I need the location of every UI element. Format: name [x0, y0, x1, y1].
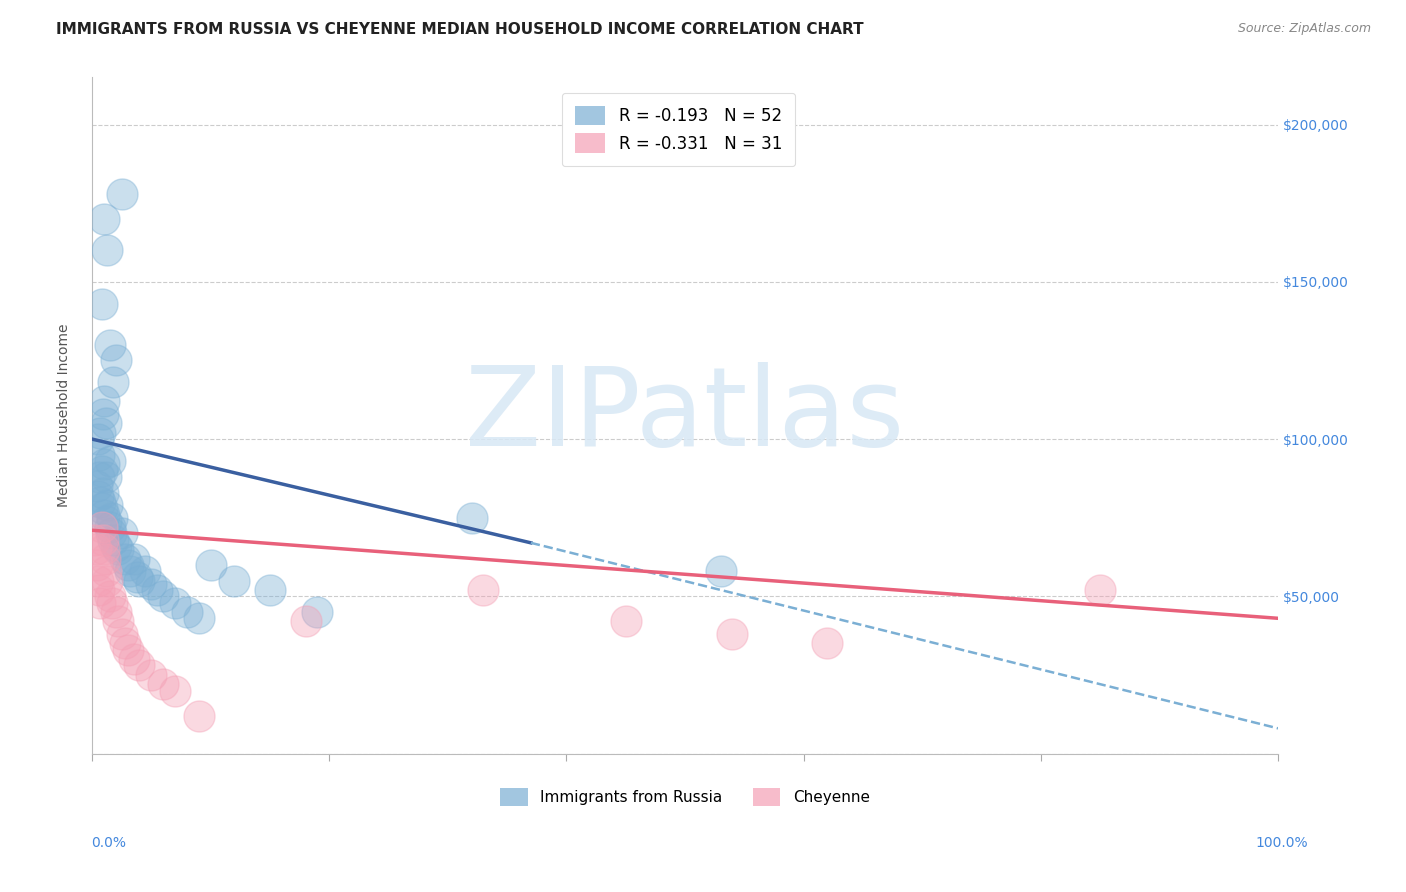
Point — [152, 677, 174, 691]
Point — [86, 479, 108, 493]
Point — [815, 636, 838, 650]
Text: ZIPatlas: ZIPatlas — [465, 362, 904, 469]
Point — [472, 582, 495, 597]
Point — [89, 425, 111, 440]
Point — [1088, 582, 1111, 597]
Point — [83, 533, 105, 547]
Point — [93, 457, 115, 471]
Point — [460, 510, 482, 524]
Point — [93, 394, 115, 409]
Text: Source: ZipAtlas.com: Source: ZipAtlas.com — [1237, 22, 1371, 36]
Legend: Immigrants from Russia, Cheyenne: Immigrants from Russia, Cheyenne — [492, 780, 877, 814]
Point — [93, 508, 115, 522]
Point — [90, 501, 112, 516]
Point — [98, 454, 121, 468]
Point — [118, 564, 141, 578]
Point — [90, 463, 112, 477]
Point — [187, 708, 209, 723]
Point — [90, 297, 112, 311]
Point — [91, 533, 114, 547]
Point — [98, 337, 121, 351]
Point — [141, 668, 163, 682]
Point — [104, 539, 127, 553]
Point — [91, 485, 114, 500]
Point — [141, 576, 163, 591]
Point — [224, 574, 246, 588]
Point — [87, 574, 110, 588]
Point — [128, 574, 150, 588]
Point — [93, 542, 115, 557]
Point — [94, 551, 117, 566]
Point — [96, 574, 118, 588]
Point — [146, 582, 169, 597]
Point — [128, 658, 150, 673]
Point — [117, 642, 139, 657]
Point — [176, 605, 198, 619]
Point — [98, 520, 121, 534]
Point — [98, 589, 121, 603]
Point — [107, 542, 129, 557]
Y-axis label: Median Household Income: Median Household Income — [58, 324, 72, 508]
Point — [86, 558, 108, 572]
Point — [89, 495, 111, 509]
Point — [103, 533, 125, 547]
Point — [96, 470, 118, 484]
Point — [96, 514, 118, 528]
Point — [89, 596, 111, 610]
Point — [710, 564, 733, 578]
Point — [84, 542, 107, 557]
Point — [111, 526, 134, 541]
Point — [89, 470, 111, 484]
Point — [122, 652, 145, 666]
Point — [114, 551, 136, 566]
Point — [101, 510, 124, 524]
Point — [163, 596, 186, 610]
Point — [122, 551, 145, 566]
Point — [200, 558, 222, 572]
Point — [117, 558, 139, 572]
Point — [96, 564, 118, 578]
Point — [152, 589, 174, 603]
Point — [87, 489, 110, 503]
Point — [91, 407, 114, 421]
Point — [104, 353, 127, 368]
Point — [101, 596, 124, 610]
Point — [96, 244, 118, 258]
Point — [87, 432, 110, 446]
Point — [294, 615, 316, 629]
Text: 0.0%: 0.0% — [91, 836, 127, 850]
Point — [103, 376, 125, 390]
Text: 100.0%: 100.0% — [1256, 836, 1308, 850]
Point — [104, 605, 127, 619]
Point — [111, 627, 134, 641]
Point — [90, 520, 112, 534]
Point — [307, 605, 329, 619]
Point — [163, 683, 186, 698]
Point — [114, 636, 136, 650]
Point — [89, 582, 111, 597]
Point — [134, 564, 156, 578]
Point — [187, 611, 209, 625]
Point — [107, 615, 129, 629]
Text: IMMIGRANTS FROM RUSSIA VS CHEYENNE MEDIAN HOUSEHOLD INCOME CORRELATION CHART: IMMIGRANTS FROM RUSSIA VS CHEYENNE MEDIA… — [56, 22, 863, 37]
Point — [111, 186, 134, 201]
Point — [96, 498, 118, 512]
Point — [96, 417, 118, 431]
Point — [614, 615, 637, 629]
Point — [259, 582, 281, 597]
Point — [125, 570, 148, 584]
Point — [93, 211, 115, 226]
Point — [721, 627, 744, 641]
Point — [100, 526, 122, 541]
Point — [89, 448, 111, 462]
